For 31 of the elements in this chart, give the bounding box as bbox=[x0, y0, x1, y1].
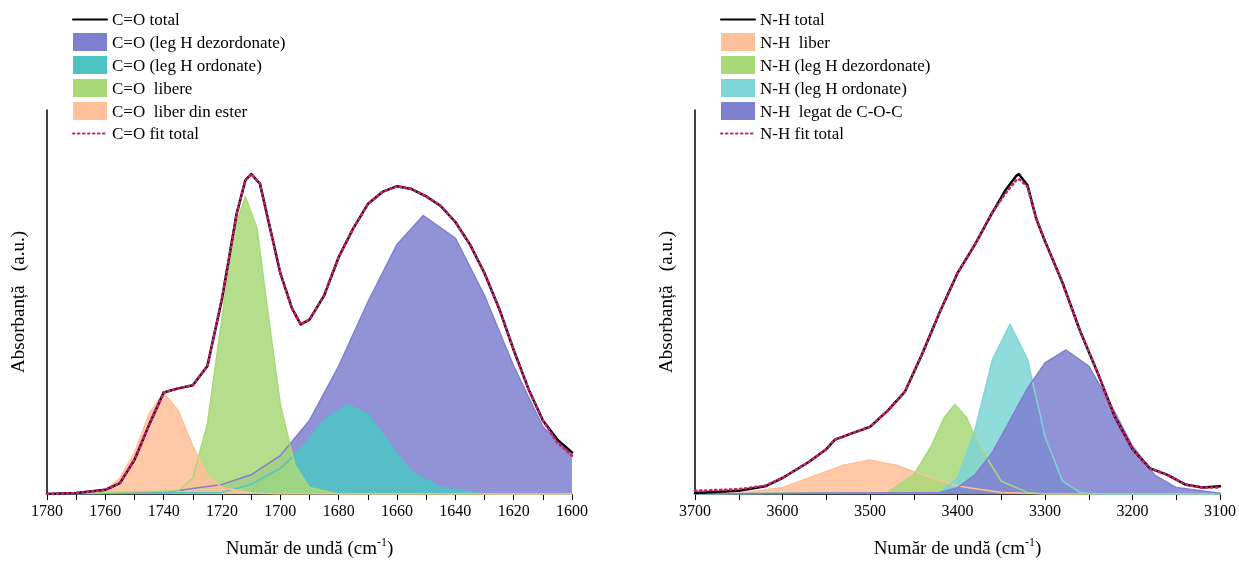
legend-label: N-H (leg H dezordonate) bbox=[760, 55, 931, 75]
y-axis-title: Absorbanță (a.u.) bbox=[7, 231, 29, 373]
x-tick-label: 1760 bbox=[89, 501, 122, 519]
x-tick-label: 3200 bbox=[1116, 501, 1149, 519]
x-tick-label: 3400 bbox=[941, 501, 974, 519]
x-tick-label: 3700 bbox=[679, 501, 711, 519]
legend-label: N-H legat de C-O-C bbox=[760, 101, 903, 121]
x-tick-label: 1680 bbox=[322, 501, 355, 519]
x-tick-label: 3500 bbox=[854, 501, 886, 519]
x-tick-label: 1720 bbox=[206, 501, 238, 519]
x-tick-label: 3100 bbox=[1204, 501, 1236, 519]
legend-label: C=O (leg H dezordonate) bbox=[112, 32, 286, 52]
x-tick-label: 1700 bbox=[264, 501, 297, 519]
x-tick-label: 3300 bbox=[1029, 501, 1061, 519]
x-tick-label: 1640 bbox=[439, 501, 472, 519]
x-tick-label: 3600 bbox=[766, 501, 799, 519]
legend-label: N-H fit total bbox=[760, 124, 845, 143]
y-axis-title: Absorbanță (a.u.) bbox=[655, 231, 677, 373]
legend-label: C=O total bbox=[112, 10, 180, 29]
legend-label: C=O fit total bbox=[112, 124, 200, 143]
legend-label: C=O (leg H ordonate) bbox=[112, 55, 262, 75]
legend-label: N-H (leg H ordonate) bbox=[760, 78, 907, 98]
legend-label: C=O liber din ester bbox=[112, 101, 248, 121]
legend-label: N-H liber bbox=[760, 32, 831, 52]
x-tick-label: 1600 bbox=[556, 501, 588, 519]
x-tick-label: 1780 bbox=[31, 501, 63, 519]
x-tick-label: 1740 bbox=[147, 501, 180, 519]
legend-label: N-H total bbox=[760, 10, 825, 29]
x-tick-label: 1660 bbox=[381, 501, 413, 519]
x-tick-label: 1620 bbox=[497, 501, 530, 519]
legend-label: C=O libere bbox=[112, 78, 193, 98]
